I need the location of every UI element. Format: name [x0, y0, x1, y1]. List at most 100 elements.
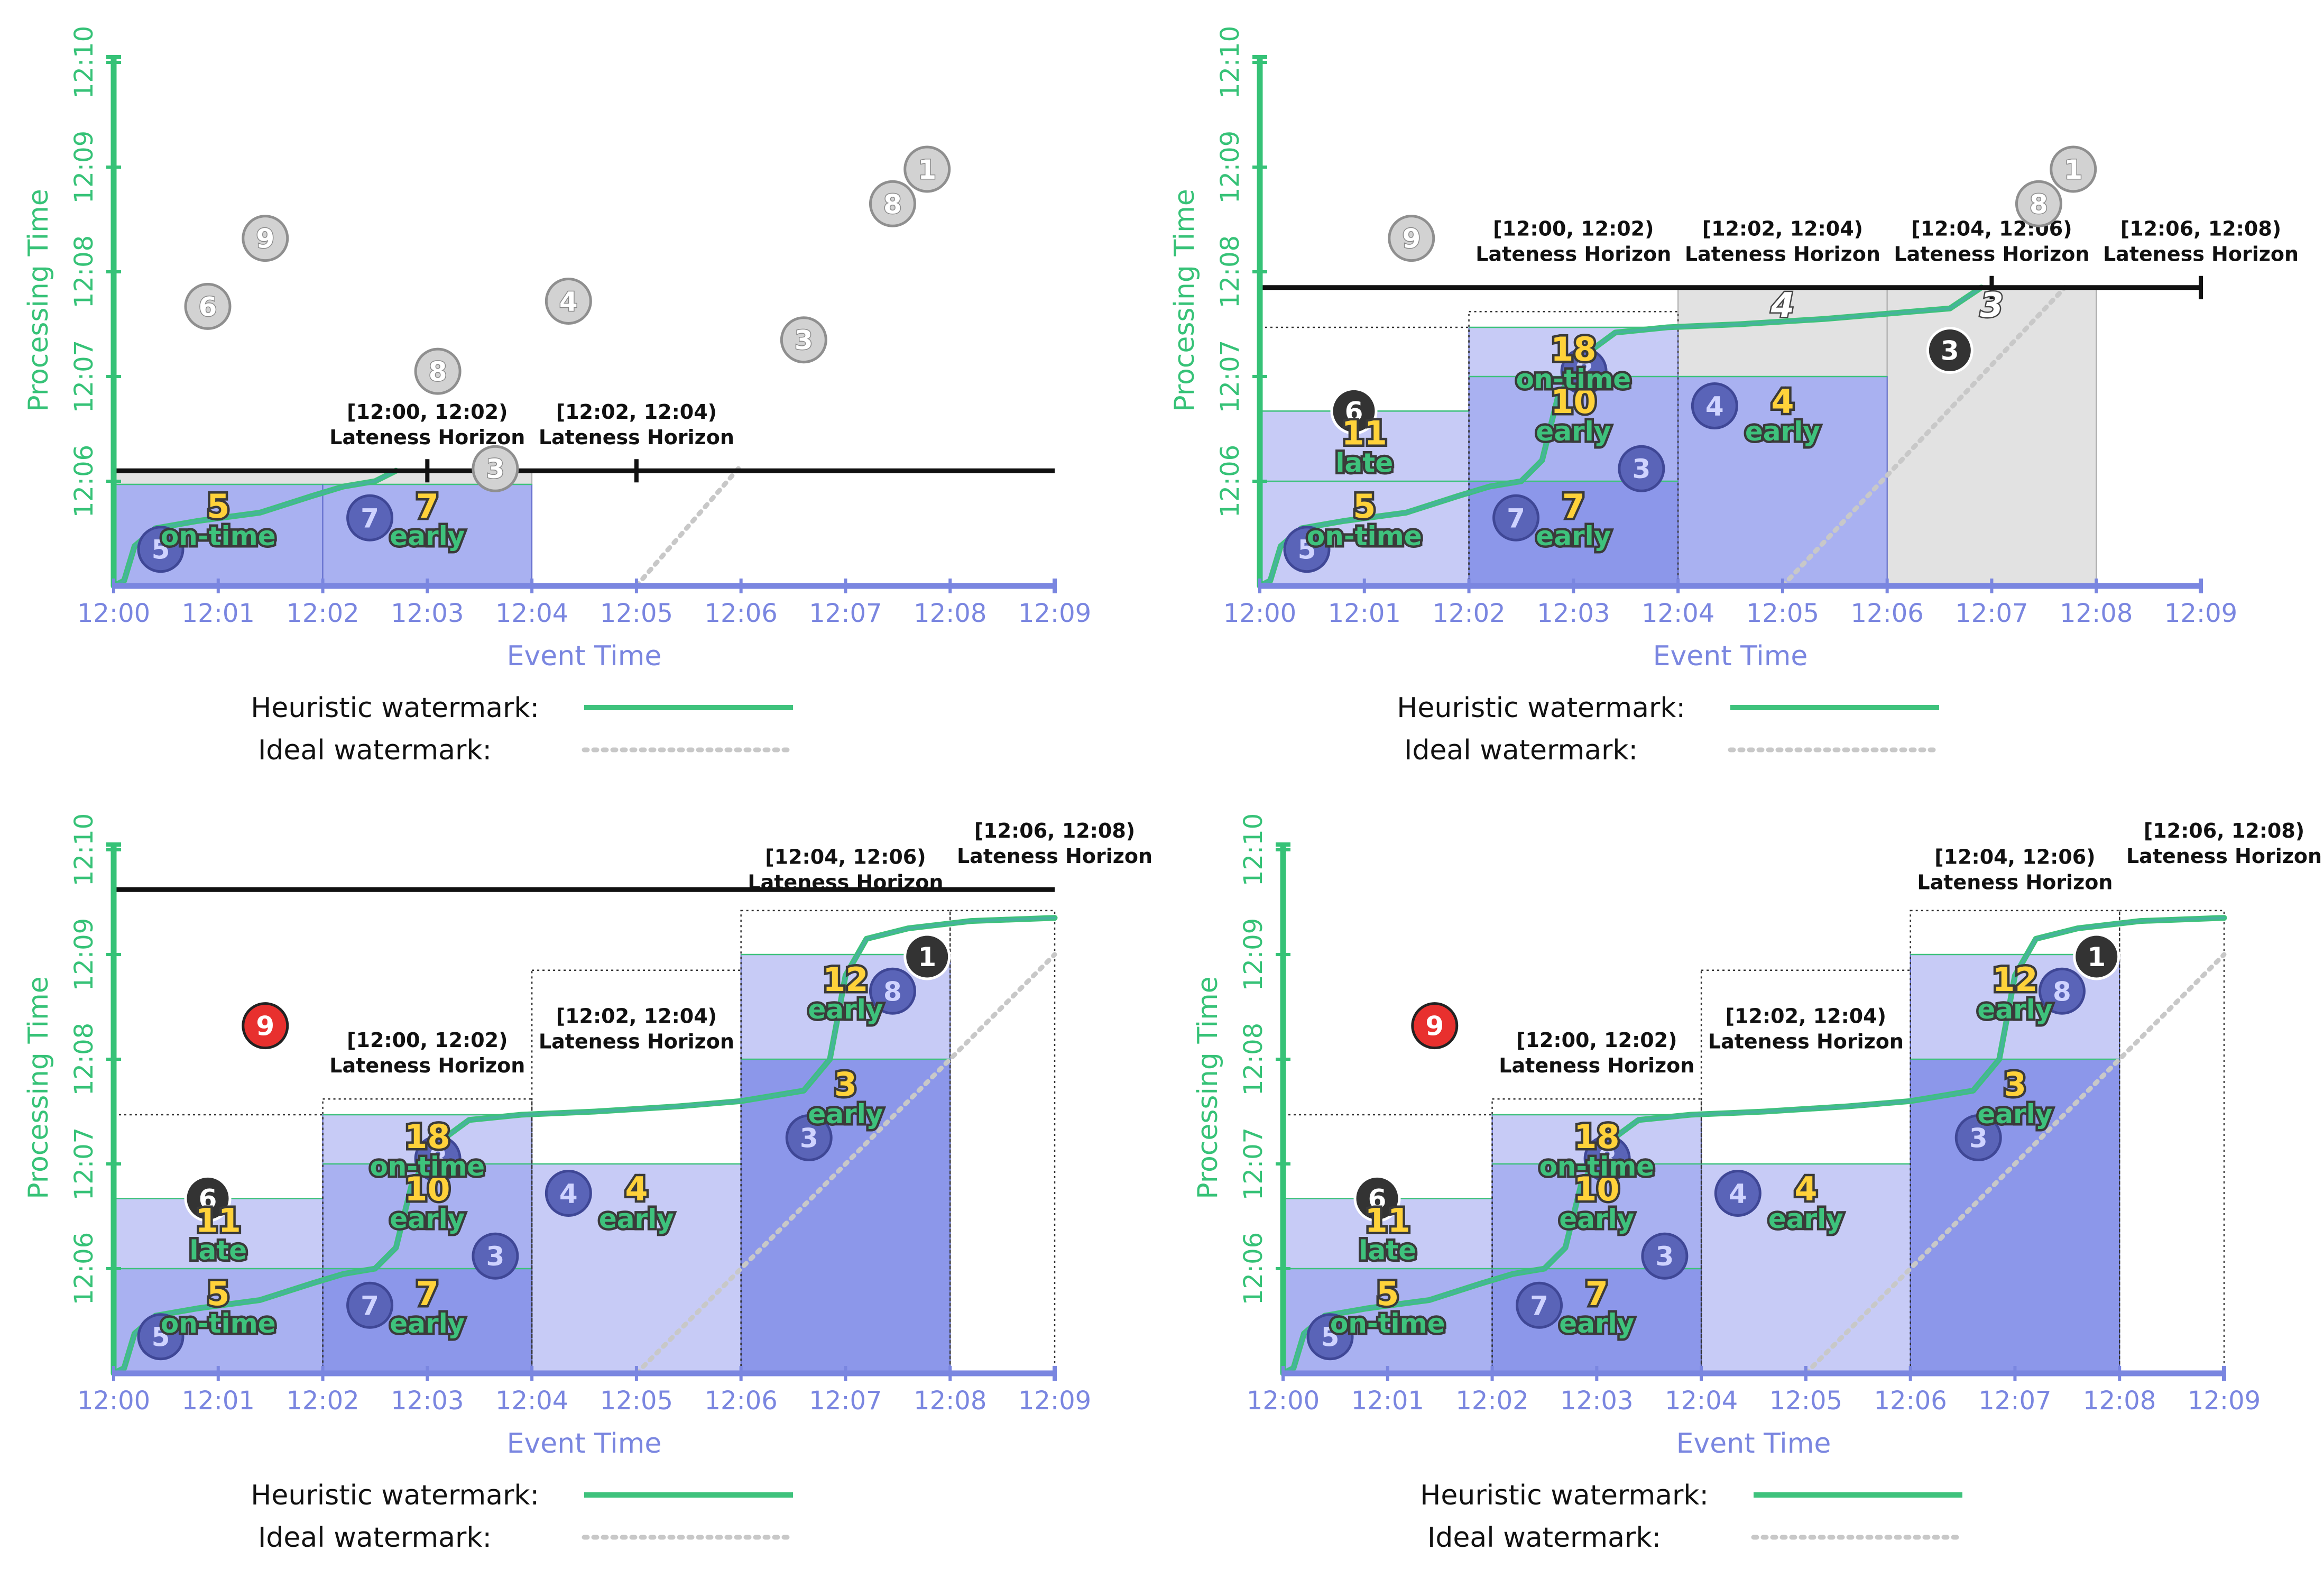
datum-circle — [1411, 1002, 1459, 1050]
datum-point: 7 — [346, 1281, 394, 1329]
datum-value: 4 — [1705, 391, 1724, 421]
datum-point: 3 — [1926, 327, 1973, 374]
datum-point: 1 — [2050, 145, 2097, 193]
horizon-bounds: [12:02, 12:04) — [556, 400, 717, 424]
pane-count: 18 — [1574, 1117, 1619, 1156]
x-tick-label: 12:01 — [182, 599, 255, 628]
x-tick-label: 12:02 — [286, 1386, 359, 1416]
pane-state: on-time — [1516, 364, 1631, 394]
x-tick-label: 12:00 — [77, 599, 150, 628]
datum-value: 8 — [2030, 189, 2048, 219]
datum-circle — [1641, 1232, 1689, 1280]
legend-ideal-label: Ideal watermark: — [1404, 735, 1638, 766]
y-tick-label: 12:10 — [1239, 813, 1268, 886]
y-tick-label: 12:06 — [69, 1232, 99, 1305]
datum-circle — [1353, 1175, 1401, 1222]
pane-state: early — [390, 521, 465, 552]
datum-point: 6 — [184, 1175, 232, 1222]
datum-circle — [1691, 382, 1738, 429]
datum-value: 7 — [1507, 503, 1525, 534]
legend: Heuristic watermark: Ideal watermark: — [1397, 692, 1942, 766]
datum-point: 1 — [2073, 933, 2120, 980]
horizon-bounds: [12:00, 12:02) — [347, 1029, 508, 1052]
datum-point: 3 — [1641, 1232, 1689, 1280]
datum-point: 8 — [414, 1135, 462, 1182]
horizon-label: Lateness Horizon — [1708, 1030, 1904, 1053]
datum-value: 9 — [256, 224, 274, 254]
pane-state: late — [189, 1235, 247, 1266]
x-tick-label: 12:08 — [2083, 1386, 2156, 1416]
horizon-label: Lateness Horizon — [957, 845, 1152, 868]
pane-state: early — [1768, 1204, 1843, 1234]
pane-state: early — [599, 1204, 674, 1234]
datum-value: 4 — [559, 1178, 578, 1209]
y-tick-label: 12:07 — [1215, 340, 1245, 413]
datum-value: 3 — [795, 325, 813, 356]
horizon-bounds: [12:06, 12:08) — [974, 819, 1135, 842]
datum-value: 3 — [1969, 1123, 1988, 1154]
legend: Heuristic watermark: Ideal watermark: — [1420, 1480, 1965, 1554]
datum-value: 6 — [199, 291, 217, 322]
datum-circle — [1583, 1135, 1631, 1182]
pane-state: on-time — [1330, 1308, 1445, 1339]
datum-point: 3 — [780, 316, 827, 364]
datum-value: 4 — [1729, 1178, 1747, 1209]
horizon-bounds: [12:00, 12:02) — [1493, 217, 1654, 241]
datum-circle — [137, 1313, 185, 1361]
datum-value: 5 — [152, 535, 170, 565]
datum-circle — [785, 1114, 833, 1161]
pane-count: 5 — [207, 487, 229, 526]
gray-region — [1677, 287, 1888, 378]
datum-value: 8 — [429, 356, 447, 387]
x-tick-label: 12:09 — [2164, 599, 2237, 628]
ideal-watermark-line — [1803, 952, 2227, 1376]
datum-point: 5 — [1306, 1313, 1354, 1361]
datum-value: 1 — [918, 942, 936, 972]
datum-value: 5 — [1321, 1322, 1340, 1353]
lateness-window-box — [1910, 910, 2120, 1374]
ideal-watermark-line — [634, 463, 744, 589]
horizon-bounds: [12:04, 12:06) — [765, 846, 926, 869]
datum-value: 7 — [361, 503, 379, 534]
datum-point: 4 — [545, 277, 592, 325]
datum-value: 1 — [2087, 942, 2106, 972]
x-tick-label: 12:04 — [1641, 599, 1714, 628]
chart-panel-2: [12:00, 12:02)Lateness Horizon[12:02, 12… — [1169, 26, 2299, 766]
y-tick-label: 12:08 — [1215, 235, 1245, 308]
datum-value: 3 — [1941, 336, 1959, 366]
x-tick-label: 12:01 — [1328, 599, 1401, 628]
datum-circle — [2050, 145, 2097, 193]
horizon-label: Lateness Horizon — [748, 871, 943, 894]
datum-value: 8 — [1598, 1144, 1617, 1175]
datum-value: 9 — [256, 1011, 274, 1042]
datum-circle — [242, 1002, 289, 1050]
datum-circle — [2015, 180, 2062, 227]
datum-point: 9 — [1388, 215, 1435, 262]
x-tick-label: 12:08 — [914, 1386, 986, 1416]
x-tick-label: 12:05 — [1769, 1386, 1842, 1416]
x-tick-label: 12:07 — [1978, 1386, 2051, 1416]
datum-circle — [1306, 1313, 1354, 1361]
x-tick-label: 12:00 — [1247, 1386, 1320, 1416]
datum-point: 1 — [903, 933, 951, 980]
pane-count: 7 — [1562, 487, 1585, 526]
datum-point: 3 — [1618, 445, 1665, 492]
ghost-numeral: 4 — [1770, 286, 1795, 325]
pane-state: early — [808, 1099, 883, 1130]
y-tick-label: 12:09 — [69, 131, 99, 204]
x-tick-label: 12:06 — [1874, 1386, 1947, 1416]
datum-circle — [472, 445, 519, 492]
datum-value: 4 — [559, 286, 578, 317]
chart-panel-4: [12:00, 12:02)Lateness Horizon[12:02, 12… — [1192, 813, 2322, 1554]
x-tick-label: 12:08 — [914, 599, 986, 628]
horizon-label: Lateness Horizon — [1475, 243, 1671, 266]
legend-ideal-label: Ideal watermark: — [1427, 1522, 1661, 1554]
x-tick-label: 12:05 — [600, 1386, 673, 1416]
datum-value: 6 — [1345, 396, 1363, 427]
x-tick-label: 12:04 — [1665, 1386, 1738, 1416]
datum-circle — [869, 967, 916, 1015]
pane-state: early — [1559, 1204, 1634, 1234]
datum-circle — [346, 1281, 394, 1329]
y-axis-title: Processing Time — [23, 189, 54, 411]
pane-count: 4 — [1771, 382, 1794, 421]
